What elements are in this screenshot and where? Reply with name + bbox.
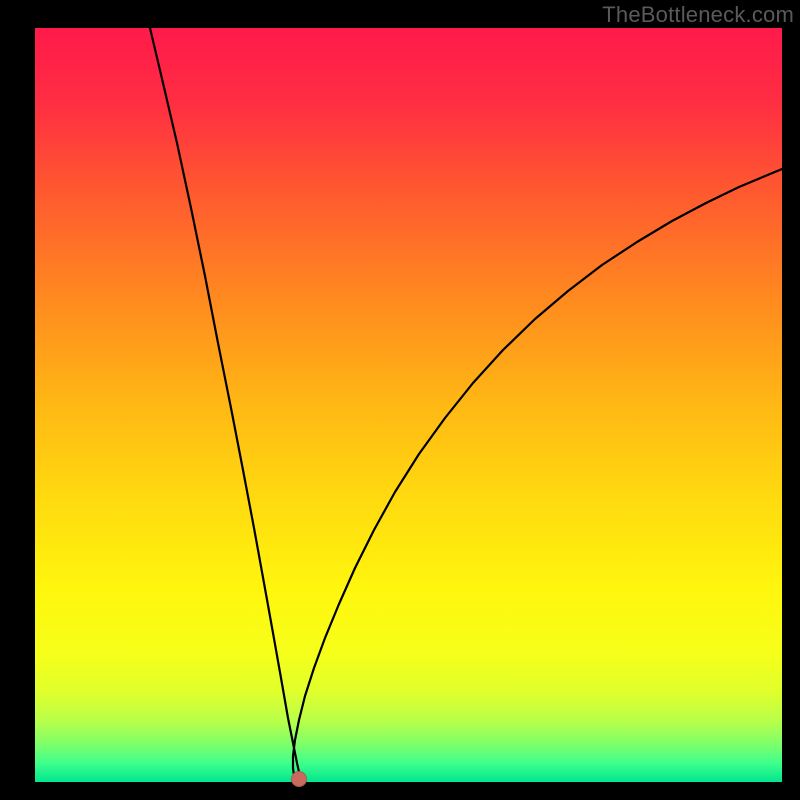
optimal-point-marker [291,771,307,787]
plot-area [35,28,782,782]
watermark-text: TheBottleneck.com [602,0,800,28]
bottleneck-curve [35,28,782,782]
